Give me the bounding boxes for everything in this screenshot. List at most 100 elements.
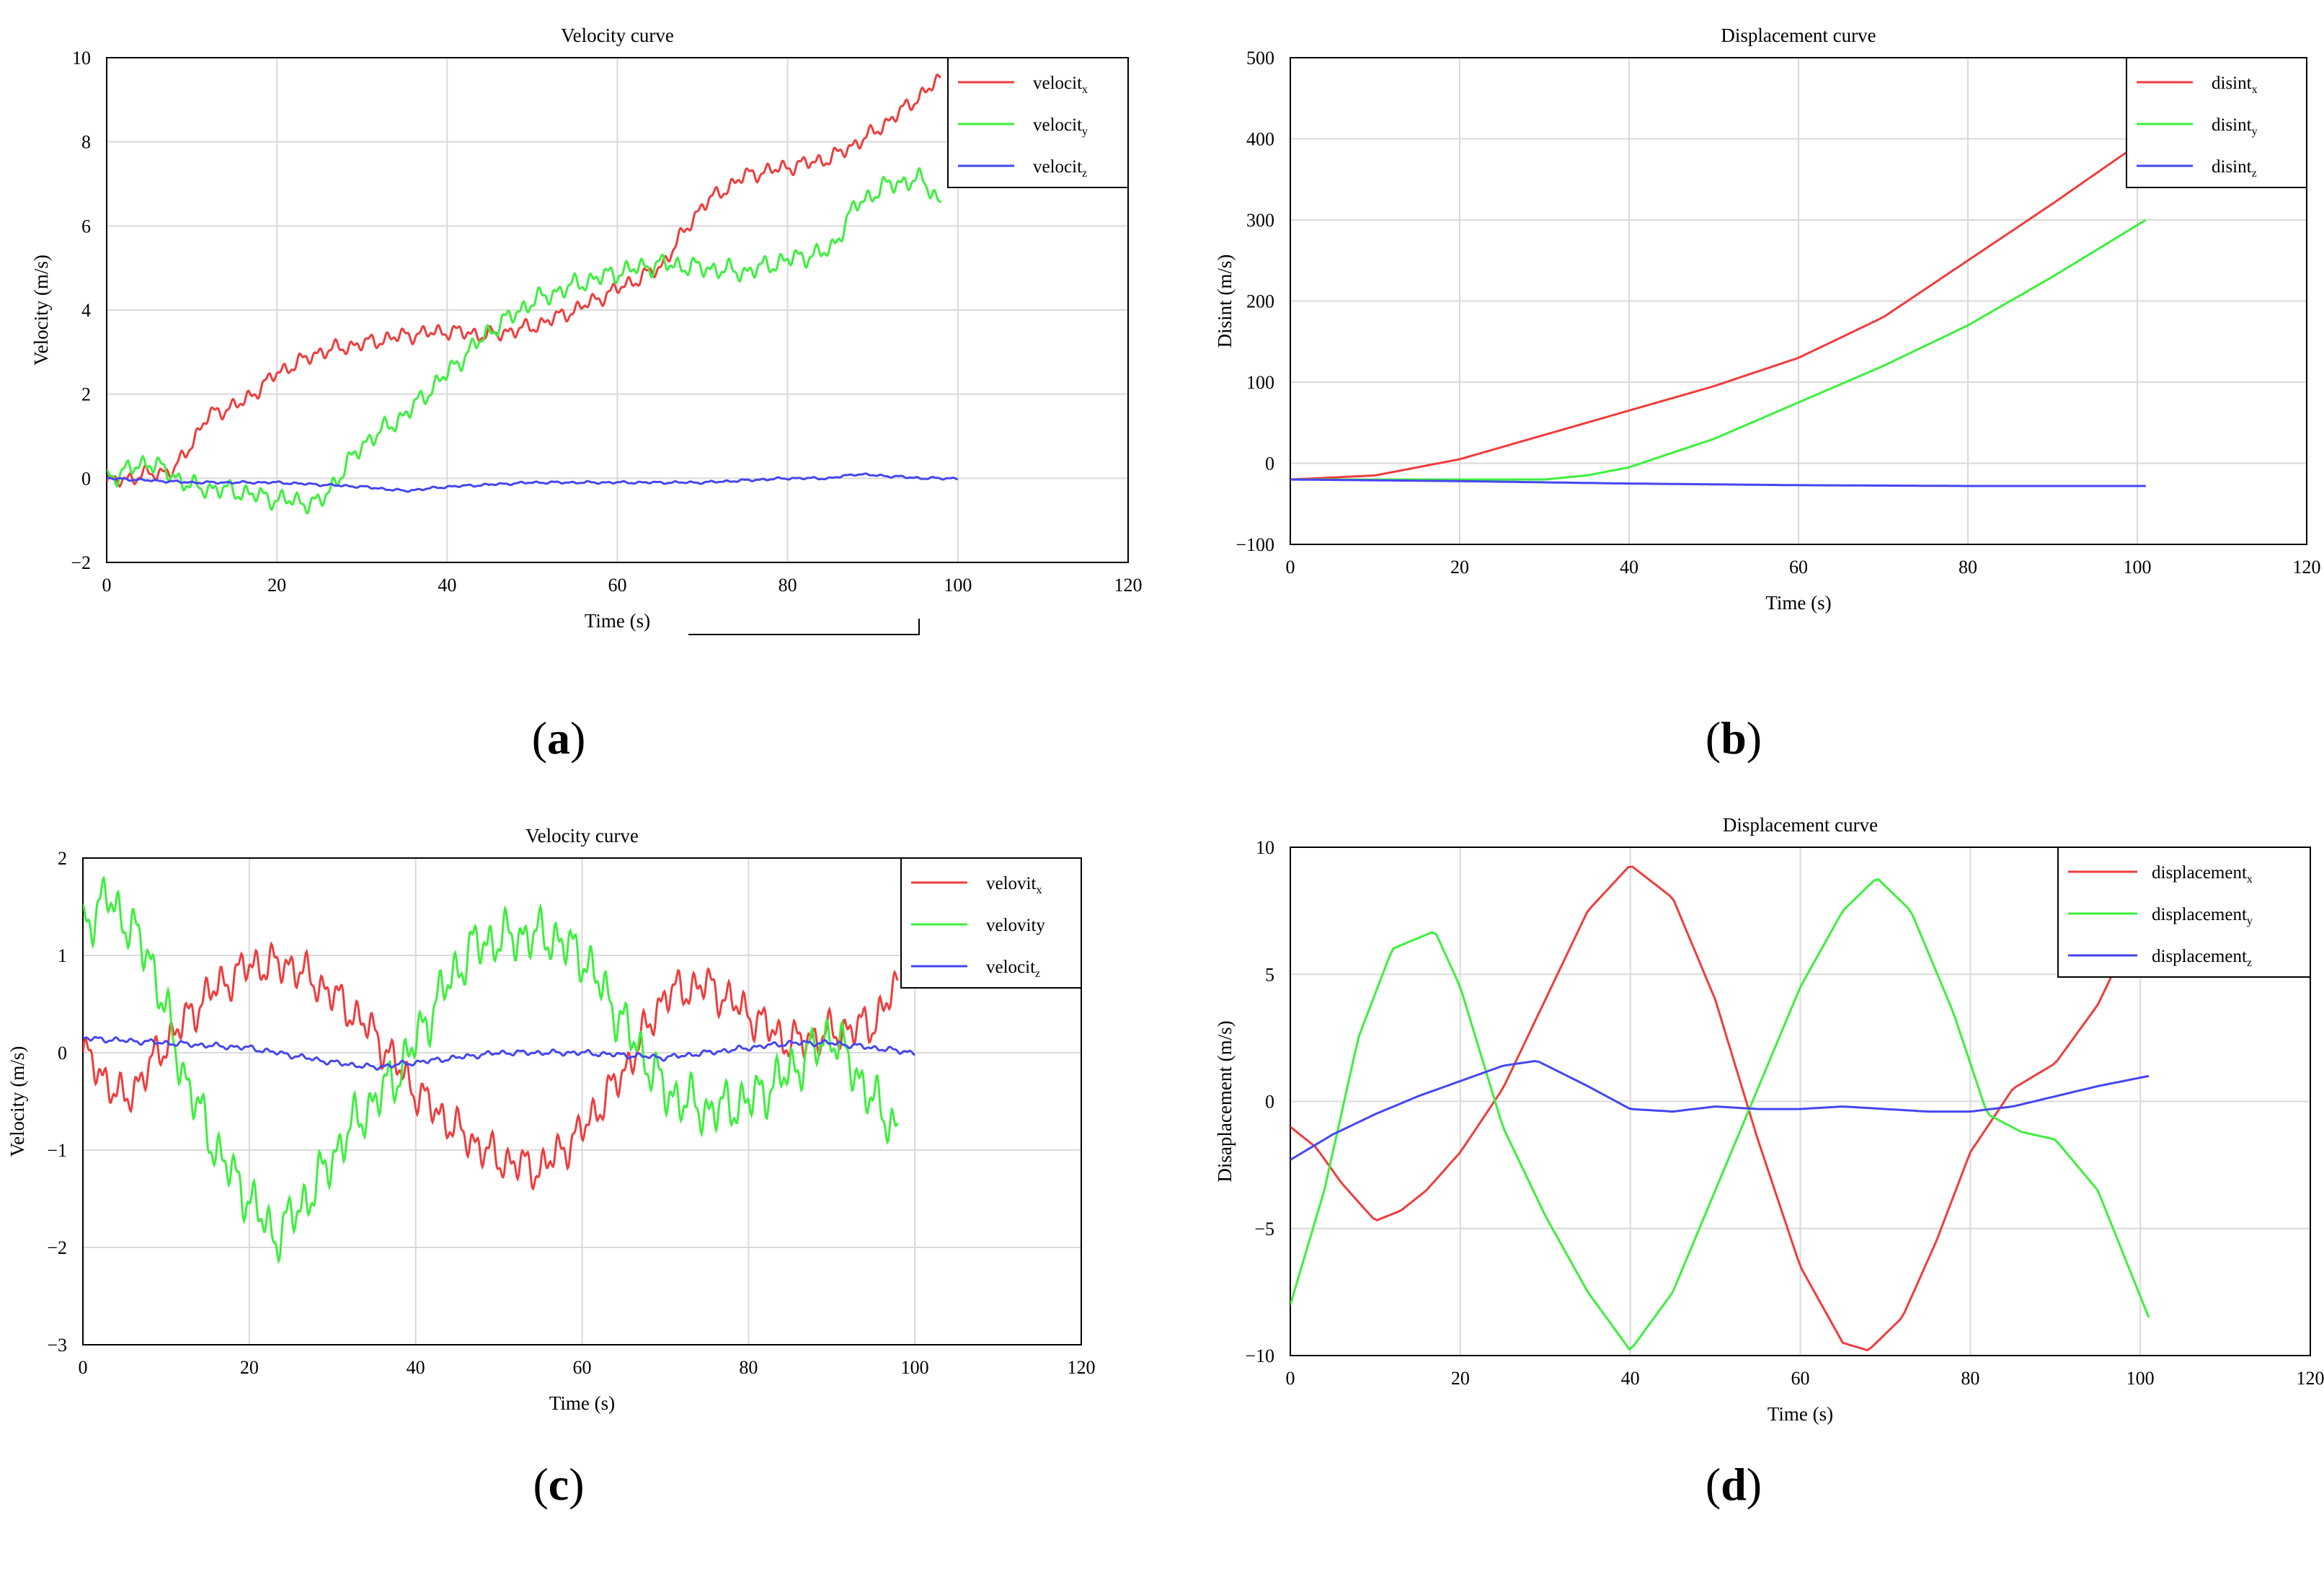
y-tick-label: 200 [1246,291,1274,312]
series-line-z [1290,1059,2150,1161]
x-tick-label: 80 [739,1357,758,1378]
x-tick-label: 20 [240,1357,259,1378]
y-tick-label: 100 [1246,372,1274,393]
x-tick-label: 0 [1286,557,1295,578]
y-tick-label: −2 [71,552,91,573]
y-tick-label: 10 [72,48,91,68]
y-tick-label: 500 [1246,48,1274,68]
series-line-z [83,1035,915,1071]
y-tick-label: 0 [81,468,91,489]
legend-entry: velocitx [1033,74,1088,96]
bracket-line [688,619,920,635]
y-tick-label: 10 [1256,837,1274,858]
x-tick-label: 60 [1789,557,1808,578]
legend-entry: displacementy [2152,905,2253,927]
plot-frame [1290,847,2311,1356]
x-tick-label: 60 [1791,1368,1810,1389]
legend-entry: velovity [986,916,1045,935]
plot-frame [106,57,1129,563]
legend-entry: disintx [2212,74,2258,96]
legend-entry: displacementz [2152,947,2252,969]
x-tick-label: 40 [1620,557,1638,578]
chart-title: Displacement curve [1723,814,1878,836]
series-line-x [83,941,899,1191]
x-tick-label: 0 [102,575,112,596]
x-axis-label: Time (s) [549,1392,615,1414]
y-tick-label: 8 [81,132,91,153]
chart-3: 0 20 40 60 80 100 120 −10 −5 0 5 10 Displacement cur… [1214,814,2324,1510]
legend-entry: velocitz [1033,157,1087,180]
y-tick-label: 2 [58,848,67,869]
series-line-y [1290,218,2147,481]
x-axis-label: Time (s) [1765,592,1831,614]
chart-2: 0 20 40 60 80 100 120 −3 −2 −1 0 1 2 Velocity curve Ti… [6,825,1096,1510]
series-line-y [1290,878,2150,1351]
y-tick-label: 300 [1246,210,1274,231]
x-tick-label: 40 [407,1357,425,1378]
y-axis-label: Velocity (m/s) [6,1046,28,1157]
y-tick-label: 0 [58,1043,67,1064]
y-axis-label: Disint (m/s) [1214,255,1236,348]
panel-label: (b) [1706,712,1762,764]
plot-frame [82,857,1082,1345]
x-tick-label: 60 [608,575,627,596]
x-tick-label: 20 [267,575,286,596]
y-tick-label: −100 [1236,534,1274,555]
x-axis-label: Time (s) [1768,1403,1833,1425]
x-tick-label: 0 [1286,1368,1295,1389]
y-tick-label: 2 [81,384,91,405]
y-tick-label: 6 [81,216,91,237]
x-tick-label: 80 [1961,1368,1979,1389]
chart-title: Velocity curve [561,25,674,46]
series-line-x [107,73,941,488]
y-tick-label: −10 [1245,1345,1274,1366]
panel-label: (d) [1706,1459,1762,1510]
x-tick-label: 60 [573,1357,592,1378]
x-tick-label: 120 [2297,1368,2324,1389]
series-line-z [107,472,959,493]
x-tick-label: 80 [779,575,797,596]
y-tick-label: 0 [1265,1092,1274,1113]
x-tick-label: 120 [1114,575,1143,596]
x-tick-label: 120 [2293,557,2321,578]
chart-title: Displacement curve [1721,25,1876,46]
panel-label: (c) [533,1459,584,1510]
series-line-z [1290,478,2146,487]
legend-entry: velovitx [986,874,1042,896]
chart-0: 0 20 40 60 80 100 120 −2 0 2 4 6 8 10 Velocity curve Ti… [30,25,1143,764]
series-line-y [107,167,942,515]
legend-entry: velocity [1033,115,1088,138]
x-tick-label: 0 [79,1357,88,1378]
series-line-y [83,875,899,1265]
y-tick-label: −2 [47,1237,67,1258]
x-tick-label: 100 [901,1357,929,1378]
y-tick-label: 400 [1246,129,1274,150]
x-tick-label: 100 [2126,1368,2155,1389]
plot-frame [1290,57,2307,545]
legend-entry: disintz [2212,157,2257,180]
y-tick-label: 4 [81,300,91,321]
series-line-x [1290,138,2147,481]
x-tick-label: 20 [1451,1368,1470,1389]
legend-entry: displacementx [2152,863,2253,885]
y-tick-label: −3 [47,1335,67,1356]
x-axis-label: Time (s) [585,610,650,632]
y-tick-label: 1 [58,945,67,966]
y-tick-label: 5 [1265,964,1274,985]
chart-title: Velocity curve [525,825,639,847]
series-line-x [1290,865,2116,1352]
chart-1: 0 20 40 60 80 100 120 −100 0 100 200 300 400 500 Displ… [1214,25,2321,764]
y-axis-label: Velocity (m/s) [30,255,52,366]
x-tick-label: 80 [1959,557,1977,578]
y-tick-label: −1 [47,1140,67,1161]
legend-entry: disinty [2212,115,2258,138]
legend-entry: velocitz [986,958,1040,980]
x-tick-label: 100 [944,575,972,596]
x-tick-label: 120 [1068,1357,1096,1378]
x-tick-label: 40 [1621,1368,1640,1389]
y-tick-label: 0 [1265,454,1274,474]
panel-label: (a) [532,712,586,764]
x-tick-label: 40 [438,575,456,596]
y-tick-label: −5 [1254,1219,1274,1239]
